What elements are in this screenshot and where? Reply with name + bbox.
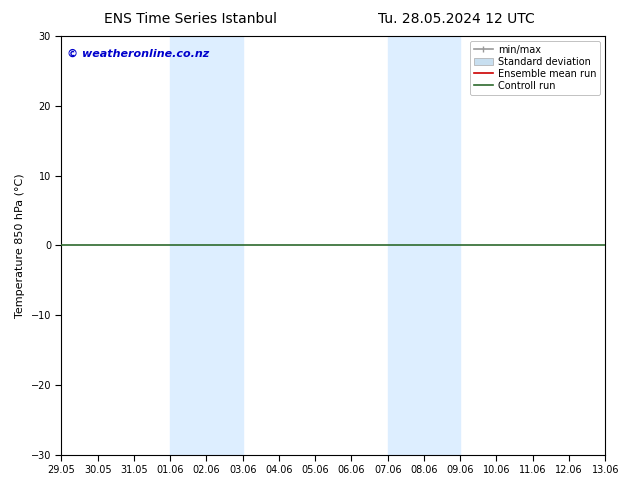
Text: ENS Time Series Istanbul: ENS Time Series Istanbul <box>104 12 276 26</box>
Legend: min/max, Standard deviation, Ensemble mean run, Controll run: min/max, Standard deviation, Ensemble me… <box>470 41 600 95</box>
Text: Tu. 28.05.2024 12 UTC: Tu. 28.05.2024 12 UTC <box>378 12 535 26</box>
Bar <box>170 36 243 455</box>
Y-axis label: Temperature 850 hPa (°C): Temperature 850 hPa (°C) <box>15 173 25 318</box>
Text: © weatheronline.co.nz: © weatheronline.co.nz <box>67 49 209 59</box>
Bar <box>388 36 460 455</box>
